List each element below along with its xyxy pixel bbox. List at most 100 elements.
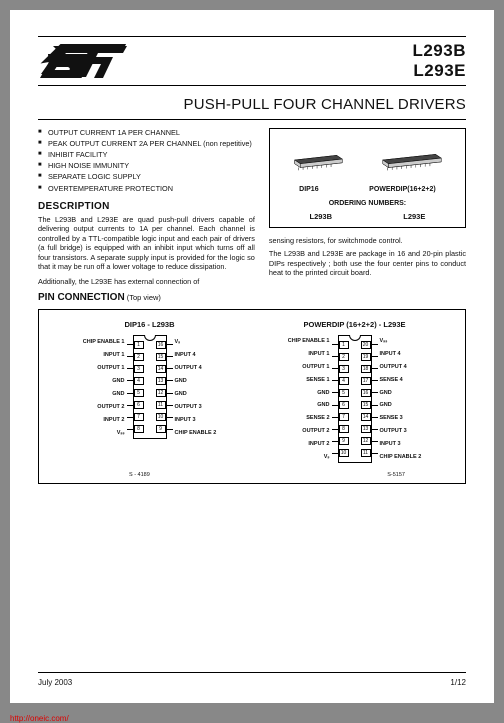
- pin-label: OUTPUT 3: [173, 404, 219, 410]
- package-images: [274, 137, 461, 183]
- right-text-2: The L293B and L293E are package in 16 an…: [269, 249, 466, 277]
- pin-label: OUTPUT 1: [81, 365, 127, 371]
- pin-number: 1: [339, 341, 349, 349]
- doc-title: PUSH-PULL FOUR CHANNEL DRIVERS: [38, 96, 466, 113]
- pin-label: OUTPUT 4: [173, 365, 219, 371]
- pin-label: INPUT 4: [173, 352, 219, 358]
- feature-item: OVERTEMPERATURE PROTECTION: [38, 184, 255, 193]
- pin-label: INPUT 1: [286, 351, 332, 357]
- pin-number: 7: [339, 413, 349, 421]
- two-column-region: OUTPUT CURRENT 1A PER CHANNEL PEAK OUTPUT…: [38, 128, 466, 286]
- footer-date: July 2003: [38, 678, 72, 687]
- pin-number: 5: [339, 389, 349, 397]
- package-box: DIP16 POWERDIP(16+2+2) ORDERING NUMBERS:…: [269, 128, 466, 228]
- pin-label: GND: [378, 390, 424, 396]
- rule-top: [38, 36, 466, 37]
- chip16-title: DIP16 - L293B: [81, 320, 219, 329]
- powerdip-icon: [379, 144, 445, 176]
- pin-number: 6: [339, 401, 349, 409]
- rule-under-title: [38, 119, 466, 120]
- description-heading: DESCRIPTION: [38, 201, 255, 212]
- pin-number: 1: [134, 341, 144, 349]
- pin-number: 3: [339, 365, 349, 373]
- pin-label: INPUT 3: [173, 417, 219, 423]
- footer: July 2003 1/12: [38, 678, 466, 687]
- pin-label: OUTPUT 2: [81, 404, 127, 410]
- ordering-numbers: L293B L293E: [274, 212, 461, 221]
- pin-number: 4: [134, 377, 144, 385]
- pin-label: CHIP ENABLE 1: [81, 339, 127, 345]
- right-text-1: sensing resistors, for switchmode contro…: [269, 236, 466, 245]
- chip16-wrap: DIP16 - L293B CHIP ENABLE 1 INPUT 1 OUTPUT…: [81, 320, 219, 439]
- pin-label: OUTPUT 4: [378, 364, 424, 370]
- pkg1-label: DIP16: [299, 186, 318, 193]
- header-row: L293B L293E: [38, 41, 466, 81]
- pin-label: Vₛ: [286, 454, 332, 460]
- chip20-partcode: S-5157: [387, 472, 405, 478]
- pin-number: 6: [134, 401, 144, 409]
- pin-number: 10: [156, 413, 166, 421]
- pinconn-sub: (Top view): [125, 293, 161, 302]
- feature-item: OUTPUT CURRENT 1A PER CHANNEL: [38, 128, 255, 137]
- part-number-1: L293B: [412, 41, 466, 61]
- feature-item: HIGH NOISE IMMUNITY: [38, 161, 255, 170]
- pin-diagram-box: DIP16 - L293B CHIP ENABLE 1 INPUT 1 OUTPUT…: [38, 309, 466, 484]
- feature-item: PEAK OUTPUT CURRENT 2A PER CHANNEL (non …: [38, 139, 255, 148]
- pin-number: 12: [156, 389, 166, 397]
- source-url: http://oneic.com/: [10, 714, 69, 723]
- pin-label: CHIP ENABLE 1: [286, 338, 332, 344]
- pin-number: 2: [339, 353, 349, 361]
- ordering-heading: ORDERING NUMBERS:: [274, 200, 461, 207]
- pin-number: 9: [156, 425, 166, 433]
- st-logo: [38, 41, 128, 81]
- datasheet-page: L293B L293E PUSH-PULL FOUR CHANNEL DRIVE…: [10, 10, 494, 703]
- pin-label: GND: [286, 390, 332, 396]
- feature-list: OUTPUT CURRENT 1A PER CHANNEL PEAK OUTPUT…: [38, 128, 255, 193]
- chip16-partcode: S - 4189: [129, 472, 150, 478]
- pin-number: 7: [134, 413, 144, 421]
- pin-number: 11: [156, 401, 166, 409]
- pin-number: 14: [156, 365, 166, 373]
- pin-label: GND: [378, 402, 424, 408]
- pin-number: 5: [134, 389, 144, 397]
- pin-number: 10: [339, 449, 349, 457]
- ord2: L293E: [403, 212, 425, 221]
- pin-number: 3: [134, 365, 144, 373]
- pin-label: CHIP ENABLE 2: [378, 454, 424, 460]
- pin-number: 8: [339, 425, 349, 433]
- pin-label: INPUT 4: [378, 351, 424, 357]
- pin-label: SENSE 1: [286, 377, 332, 383]
- pin-label: GND: [286, 402, 332, 408]
- chip20-wrap: POWERDIP (16+2+2) - L293E CHIP ENABLE 1 I…: [286, 320, 424, 463]
- feature-item: INHIBIT FACILITY: [38, 150, 255, 159]
- part-numbers: L293B L293E: [412, 41, 466, 80]
- pin-number: 2: [134, 353, 144, 361]
- pin-number: 4: [339, 377, 349, 385]
- pin-label: CHIP ENABLE 2: [173, 430, 219, 436]
- pin-number: 15: [361, 401, 371, 409]
- part-number-2: L293E: [412, 61, 466, 81]
- pin-label: INPUT 2: [286, 441, 332, 447]
- pin-number: 15: [156, 353, 166, 361]
- chip20-title: POWERDIP (16+2+2) - L293E: [286, 320, 424, 329]
- pin-number: 13: [156, 377, 166, 385]
- pin-label: INPUT 3: [378, 441, 424, 447]
- pin-label: GND: [81, 391, 127, 397]
- pin-number: 17: [361, 377, 371, 385]
- feature-item: SEPARATE LOGIC SUPPLY: [38, 172, 255, 181]
- pin-number: 11: [361, 449, 371, 457]
- pinconn-label: PIN CONNECTION: [38, 292, 125, 303]
- pin-label: Vₛ: [173, 339, 219, 345]
- pin-label: SENSE 3: [378, 415, 424, 421]
- dip16-icon: [290, 144, 346, 176]
- pin-label: GND: [173, 391, 219, 397]
- pin-number: 19: [361, 353, 371, 361]
- pin-label: OUTPUT 2: [286, 428, 332, 434]
- description-para-1: The L293B and L293E are quad push-pull d…: [38, 215, 255, 272]
- pin-number: 18: [361, 365, 371, 373]
- pin-label: INPUT 1: [81, 352, 127, 358]
- pin-number: 9: [339, 437, 349, 445]
- pin-number: 16: [361, 389, 371, 397]
- pin-label: GND: [81, 378, 127, 384]
- pin-number: 8: [134, 425, 144, 433]
